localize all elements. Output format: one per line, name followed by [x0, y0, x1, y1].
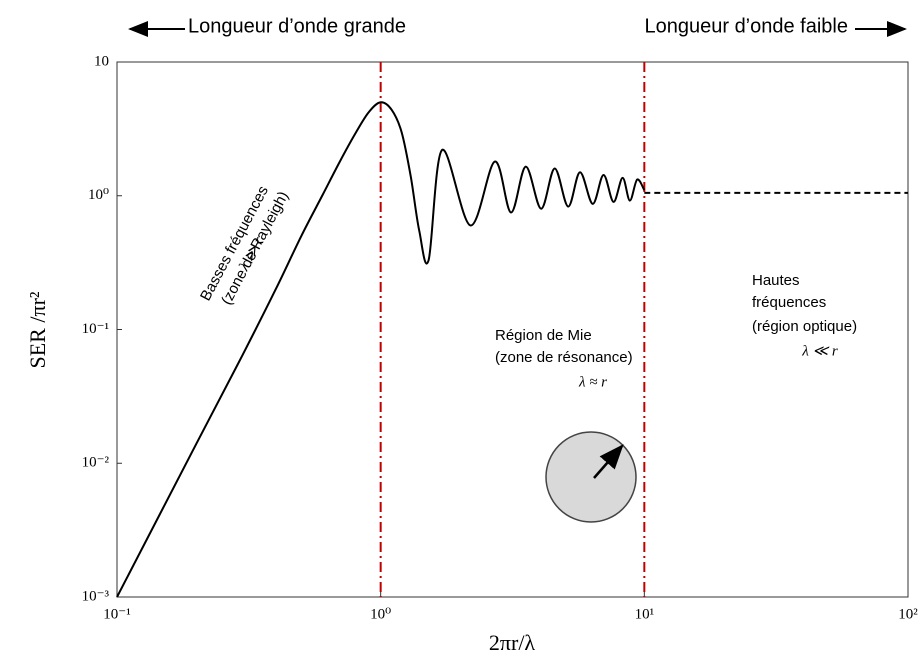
y-tick-label: 10⁻¹: [82, 321, 109, 337]
x-tick-label: 10⁰: [370, 606, 391, 622]
y-tick-label: 10⁻³: [82, 588, 110, 604]
top-label: Longueur d’onde grande: [188, 15, 406, 37]
annotation: Région de Mie: [495, 327, 592, 344]
annotation: Hautes: [752, 272, 800, 289]
annotation: λ ≈ r: [578, 374, 607, 390]
y-axis-label: SER /πr²: [25, 291, 50, 368]
top-label: Longueur d’onde faible: [644, 15, 848, 37]
x-axis-label: 2πr/λ: [489, 630, 536, 655]
annotation: (région optique): [752, 318, 857, 335]
annotation: fréquences: [752, 294, 826, 311]
x-tick-label: 10²: [898, 606, 918, 622]
radius-arrow: [593, 444, 624, 479]
annotation: λ ≪ r: [801, 343, 838, 359]
y-tick-label: 10⁰: [88, 187, 109, 203]
annotation: r: [612, 455, 617, 470]
y-tick-label: 10: [94, 53, 109, 69]
x-tick-label: 10¹: [635, 606, 655, 622]
y-tick-label: 10⁻²: [82, 455, 110, 471]
sphere: [545, 431, 637, 523]
curve: [116, 101, 646, 598]
annotation: (zone de résonance): [495, 349, 633, 366]
x-tick-label: 10⁻¹: [103, 606, 130, 622]
